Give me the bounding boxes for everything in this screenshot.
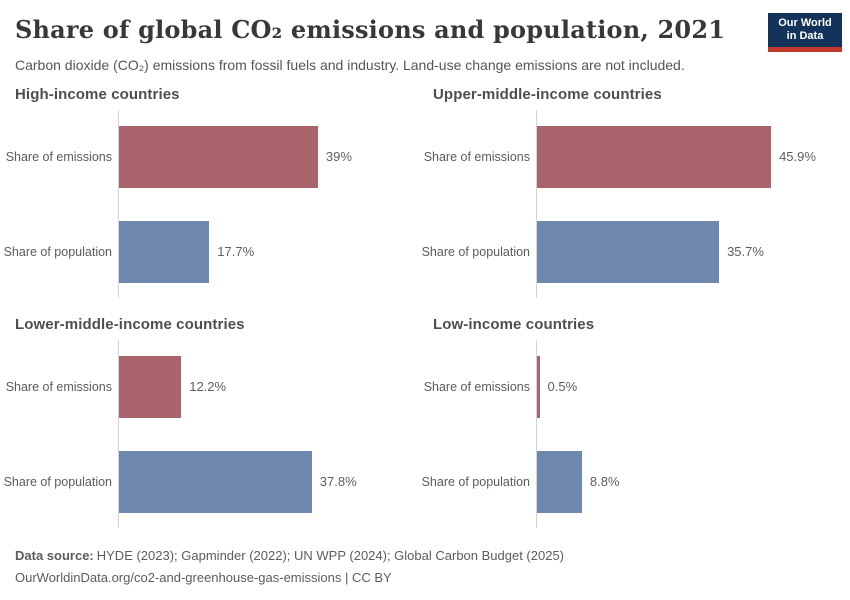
data-source-text: HYDE (2023); Gapminder (2022); UN WPP (2… xyxy=(96,548,565,563)
bar-label-emissions: Share of emissions xyxy=(423,380,530,394)
value-label-emissions: 12.2% xyxy=(189,379,227,394)
value-label-population: 17.7% xyxy=(217,244,255,259)
panel-title-lower-middle-income: Lower-middle-income countries xyxy=(15,316,245,333)
owid-logo-line2: in Data xyxy=(786,30,824,42)
panel-low-income: Low-income countries Share of emissions … xyxy=(418,314,836,544)
value-label-emissions: 39% xyxy=(325,149,352,164)
bar-label-population: Share of population xyxy=(421,245,530,259)
owid-logo-line1: Our World xyxy=(778,17,832,29)
y-axis-line xyxy=(118,340,119,528)
owid-logo-stripe xyxy=(768,47,842,52)
population-bar[interactable] xyxy=(537,451,582,513)
panel-title-high-income: High-income countries xyxy=(15,86,180,103)
value-label-emissions: 0.5% xyxy=(547,379,578,394)
bar-label-emissions: Share of emissions xyxy=(5,380,112,394)
emissions-bar[interactable] xyxy=(537,126,772,188)
bar-label-population: Share of population xyxy=(3,245,112,259)
owid-logo-box: Our World in Data xyxy=(768,13,842,47)
bar-row-population: Share of population 37.8% xyxy=(0,451,418,513)
bar-row-emissions: Share of emissions 12.2% xyxy=(0,356,418,418)
page-title: Share of global CO₂ emissions and popula… xyxy=(15,15,726,44)
panel-title-low-income: Low-income countries xyxy=(433,316,595,333)
footer-url-license[interactable]: OurWorldinData.org/co2-and-greenhouse-ga… xyxy=(15,570,392,585)
population-bar[interactable] xyxy=(537,221,720,283)
value-label-population: 37.8% xyxy=(319,474,357,489)
chart-subtitle: Carbon dioxide (CO₂) emissions from foss… xyxy=(15,57,685,73)
bar-row-emissions: Share of emissions 45.9% xyxy=(418,126,836,188)
y-axis-line xyxy=(536,110,537,298)
panel-lower-middle-income: Lower-middle-income countries Share of e… xyxy=(0,314,418,544)
bar-row-population: Share of population 35.7% xyxy=(418,221,836,283)
bar-label-emissions: Share of emissions xyxy=(5,150,112,164)
value-label-emissions: 45.9% xyxy=(779,149,816,164)
bar-label-population: Share of population xyxy=(3,475,112,489)
y-axis-line xyxy=(118,110,119,298)
emissions-bar[interactable] xyxy=(119,356,182,418)
bar-row-population: Share of population 8.8% xyxy=(418,451,836,513)
bar-row-population: Share of population 17.7% xyxy=(0,221,418,283)
population-bar[interactable] xyxy=(119,221,210,283)
value-label-population: 8.8% xyxy=(589,474,620,489)
population-bar[interactable] xyxy=(119,451,312,513)
panel-title-upper-middle-income: Upper-middle-income countries xyxy=(433,86,662,103)
bar-row-emissions: Share of emissions 0.5% xyxy=(418,356,836,418)
bar-row-emissions: Share of emissions 39% xyxy=(0,126,418,188)
owid-logo[interactable]: Our World in Data xyxy=(768,13,842,52)
emissions-bar[interactable] xyxy=(119,126,318,188)
y-axis-line xyxy=(536,340,537,528)
footer-data-source: Data source: HYDE (2023); Gapminder (2022… xyxy=(15,548,564,563)
panel-high-income: High-income countries Share of emissions… xyxy=(0,84,418,314)
bar-label-emissions: Share of emissions xyxy=(423,150,530,164)
value-label-population: 35.7% xyxy=(727,244,764,259)
emissions-bar[interactable] xyxy=(537,356,540,418)
bar-label-population: Share of population xyxy=(421,475,530,489)
panel-upper-middle-income: Upper-middle-income countries Share of e… xyxy=(418,84,836,314)
data-source-label: Data source: xyxy=(15,548,94,563)
